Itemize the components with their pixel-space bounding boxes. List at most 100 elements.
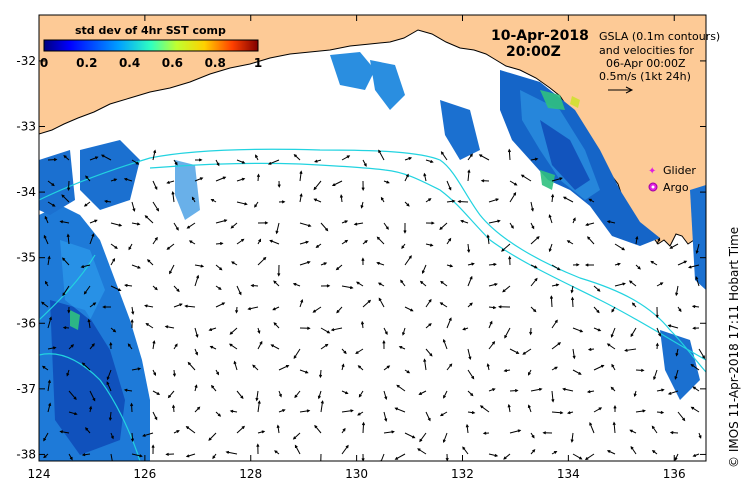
velocity-arrow	[571, 297, 574, 308]
velocity-arrow	[131, 264, 141, 269]
velocity-arrow	[125, 284, 133, 287]
velocity-arrow	[404, 306, 413, 312]
velocity-arrow-head	[469, 153, 473, 157]
lat-tick-label: -35	[16, 251, 36, 265]
velocity-arrow-head	[89, 405, 93, 410]
velocity-arrow	[508, 149, 511, 161]
velocity-arrow-head	[396, 384, 400, 388]
velocity-arrow	[314, 198, 322, 203]
velocity-arrow	[425, 243, 433, 247]
velocity-arrow	[677, 260, 687, 266]
velocity-arrow	[229, 327, 238, 335]
velocity-arrow-head	[294, 444, 298, 449]
velocity-arrow-head	[690, 363, 694, 368]
velocity-arrow	[383, 365, 390, 371]
velocity-arrow	[593, 327, 601, 332]
velocity-arrow-head	[557, 342, 562, 346]
velocity-arrow	[146, 323, 154, 329]
velocity-arrow	[314, 425, 322, 434]
velocity-arrow	[229, 343, 238, 350]
velocity-arrow-head	[555, 283, 560, 287]
lon-tick-label: 126	[133, 467, 156, 481]
velocity-arrow-head	[471, 262, 475, 266]
velocity-arrow-head	[257, 400, 261, 404]
velocity-arrow-head	[384, 396, 388, 400]
velocity-arrow-head	[100, 154, 105, 158]
velocity-arrow-head	[566, 411, 571, 415]
velocity-arrow-head	[233, 360, 237, 365]
velocity-arrow-head	[300, 299, 304, 303]
velocity-arrow	[551, 342, 561, 350]
velocity-arrow	[62, 257, 70, 266]
velocity-arrow-head	[640, 368, 645, 372]
velocity-arrow-head	[153, 372, 157, 376]
velocity-arrow	[299, 241, 309, 245]
velocity-arrow-head	[428, 323, 432, 327]
colorbar-tick-label: 1	[254, 56, 262, 70]
velocity-arrow	[587, 236, 595, 245]
velocity-arrow	[550, 296, 553, 308]
velocity-arrow	[320, 222, 328, 231]
colorbar-tick-label: 0.8	[205, 56, 226, 70]
velocity-arrow-head	[361, 257, 365, 262]
velocity-arrow	[299, 410, 310, 413]
velocity-arrow-head	[314, 159, 318, 163]
velocity-arrow	[110, 285, 121, 291]
velocity-arrow-head	[344, 220, 349, 224]
velocity-arrow-head	[325, 343, 329, 347]
velocity-arrow-head	[255, 397, 259, 402]
velocity-arrow-head	[229, 343, 233, 347]
velocity-arrow-head	[531, 435, 535, 439]
velocity-arrow	[443, 432, 448, 443]
velocity-arrow-head	[357, 412, 361, 416]
velocity-arrow	[674, 369, 679, 379]
colorbar	[43, 39, 259, 52]
velocity-arrow	[651, 426, 658, 434]
velocity-arrow	[60, 220, 70, 224]
velocity-arrow	[521, 174, 532, 182]
velocity-arrow	[625, 348, 637, 352]
velocity-arrow	[466, 424, 469, 434]
velocity-arrow	[47, 256, 50, 266]
velocity-arrow-head	[229, 409, 234, 413]
velocity-arrow-head	[128, 246, 132, 251]
velocity-arrow-head	[585, 223, 589, 227]
scale-arrow	[608, 86, 634, 94]
velocity-arrow	[169, 264, 175, 274]
velocity-arrow-head	[62, 292, 66, 297]
velocity-arrow	[383, 390, 387, 400]
velocity-arrow-head	[651, 425, 655, 429]
velocity-arrow	[508, 404, 511, 413]
lat-axis: -32 -33 -34 -35 -36 -37 -38	[16, 54, 706, 461]
legend-argo-label: Argo	[663, 181, 689, 194]
velocity-arrow-head	[471, 376, 475, 380]
colorbar-tick-label: 0	[40, 56, 48, 70]
velocity-arrow-head	[400, 279, 404, 283]
velocity-arrow-head	[494, 282, 498, 287]
velocity-arrow-head	[137, 367, 142, 371]
velocity-arrow-head	[285, 364, 290, 368]
velocity-arrow	[277, 425, 280, 434]
velocity-arrow-head	[598, 407, 603, 411]
velocity-arrow-head	[651, 450, 656, 454]
velocity-arrow-head	[606, 220, 611, 224]
velocity-arrow	[236, 390, 244, 399]
velocity-arrow	[440, 411, 448, 417]
velocity-arrow-head	[349, 285, 354, 290]
velocity-arrow-head	[108, 417, 112, 422]
velocity-arrow-head	[428, 298, 432, 303]
velocity-arrow-head	[109, 341, 113, 346]
velocity-arrow-head	[538, 387, 543, 391]
velocity-arrow-head	[559, 177, 563, 181]
velocity-arrow	[404, 432, 415, 439]
velocity-arrow-head	[465, 423, 469, 428]
velocity-arrow	[236, 201, 247, 205]
velocity-arrow	[362, 422, 365, 434]
velocity-arrow-head	[132, 208, 136, 212]
velocity-arrow	[693, 386, 700, 392]
velocity-arrow-head	[534, 265, 538, 269]
velocity-arrow-head	[325, 227, 329, 232]
velocity-arrow-head	[554, 366, 558, 370]
velocity-arrows	[40, 148, 705, 461]
velocity-arrow-head	[255, 154, 258, 158]
